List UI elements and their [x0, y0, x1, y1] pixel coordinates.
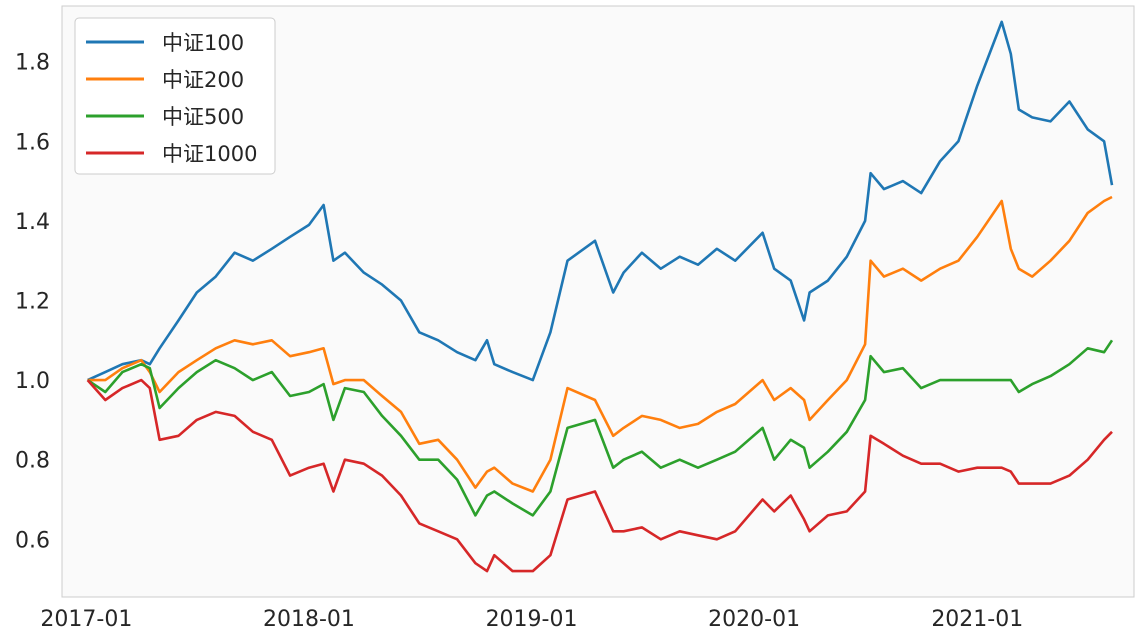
legend-label: 中证100 — [162, 31, 244, 55]
x-tick-label: 2017-01 — [40, 607, 132, 632]
legend-label: 中证500 — [162, 105, 244, 129]
legend-box — [74, 17, 276, 175]
series-line-4 — [86, 378, 1113, 573]
legend-label: 中证1000 — [162, 142, 257, 166]
y-tick-label: 1.0 — [15, 369, 50, 394]
series-lines — [86, 20, 1114, 573]
x-tick-label: 2021-01 — [931, 607, 1023, 632]
y-axis: 0.6 0.8 1.0 1.2 1.4 1.6 1.8 — [15, 51, 50, 554]
y-tick-label: 1.2 — [15, 290, 50, 315]
x-tick-label: 2020-01 — [708, 607, 800, 632]
legend-label: 中证200 — [162, 68, 244, 92]
series-line-1 — [87, 20, 1114, 382]
y-tick-label: 1.6 — [15, 130, 50, 155]
series-line-3 — [86, 339, 1114, 517]
y-tick-label: 0.6 — [15, 528, 50, 553]
x-tick-label: 2018-01 — [263, 607, 355, 632]
y-tick-label: 1.4 — [15, 210, 50, 235]
legend: 中证100 中证200 中证500 中证1000 — [74, 17, 276, 175]
y-tick-label: 0.8 — [15, 449, 50, 474]
x-axis: 2017-01 2018-01 2019-01 2020-01 2021-01 — [40, 607, 1023, 632]
y-tick-label: 1.8 — [15, 51, 50, 76]
series-line-2 — [87, 195, 1113, 493]
x-tick-label: 2019-01 — [486, 607, 578, 632]
